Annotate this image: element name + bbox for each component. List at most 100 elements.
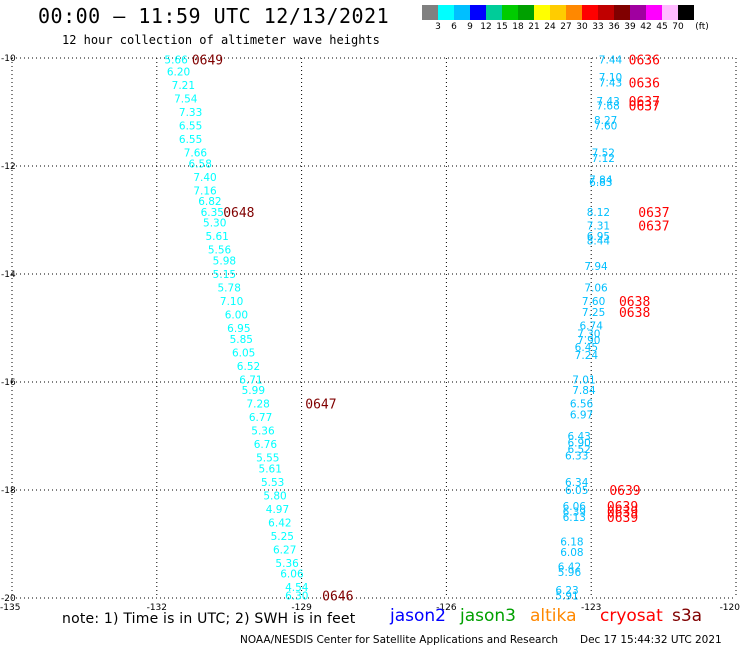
color-swatch — [678, 5, 694, 20]
color-swatch — [438, 5, 454, 20]
swh-value: 6.05 — [565, 485, 588, 497]
swh-value: 7.30 — [577, 328, 600, 340]
swh-value: 5.53 — [261, 477, 284, 489]
color-swatch — [502, 5, 518, 20]
color-scale-label: 39 — [624, 22, 636, 32]
time-label: 0639 — [609, 484, 640, 499]
color-swatch — [486, 5, 502, 20]
map-subtitle: 12 hour collection of altimeter wave hei… — [62, 33, 380, 47]
swh-value: 4.54 — [285, 582, 309, 594]
time-label: 0637 — [638, 206, 669, 221]
lat-tick-label: -16 — [1, 378, 16, 388]
swh-value: 7.60 — [582, 296, 605, 308]
swh-value: 7.01 — [572, 374, 595, 386]
swh-value: 5.30 — [203, 218, 226, 230]
swh-value: 7.06 — [584, 283, 608, 295]
swh-value: 6.71 — [239, 374, 262, 386]
swh-value: 5.56 — [208, 245, 232, 257]
swh-value: 6.06 — [280, 569, 304, 581]
color-scale-label: 24 — [544, 22, 556, 32]
color-scale-label: 27 — [560, 22, 572, 32]
time-labels: 0649064806470646063606360637063706370637… — [192, 54, 670, 605]
lon-tick-label: -120 — [720, 603, 740, 613]
swh-value: 6.23 — [555, 585, 578, 597]
time-label: 0647 — [305, 398, 336, 413]
swh-value: 5.66 — [164, 55, 188, 67]
time-label: 0648 — [223, 206, 254, 221]
swh-labels: 5.666.207.21 7.547.33 6.556.55 7.666.58 7.40… — [164, 55, 622, 603]
swh-value: 8.27 — [594, 115, 617, 127]
color-swatch — [598, 5, 614, 20]
swh-value: 7.84 — [572, 385, 596, 397]
color-scale-unit: (ft) — [695, 22, 709, 32]
swh-value: 8.44 — [587, 236, 611, 248]
time-label: 0639 — [607, 506, 638, 521]
swh-value: 6.08 — [560, 547, 583, 559]
color-swatch — [630, 5, 646, 20]
swh-value: 6.83 — [589, 177, 612, 189]
time-label: 0637 — [629, 100, 660, 115]
swh-value: 6.06 — [563, 501, 587, 513]
swh-value: 6.55 — [179, 121, 202, 133]
swh-value: 8.12 — [587, 207, 610, 219]
swh-value: 5.98 — [213, 256, 236, 268]
color-swatch — [550, 5, 566, 20]
color-scale-label: 30 — [576, 22, 588, 32]
satellite-legend-s3a: s3a — [672, 606, 703, 626]
swh-value: 5.96 — [558, 567, 582, 579]
color-scale-label: 42 — [640, 22, 652, 32]
swh-value: 7.90 — [577, 335, 600, 347]
swh-value: 6.33 — [565, 450, 588, 462]
time-label: 0638 — [619, 295, 650, 310]
swh-value: 7.21 — [172, 80, 195, 92]
swh-value: 5.61 — [259, 463, 282, 475]
swh-value: 7.94 — [584, 261, 608, 273]
swh-value: 6.52 — [237, 361, 260, 373]
swh-value: 7.54 — [174, 94, 198, 106]
swh-value: 6.55 — [179, 134, 202, 146]
swh-value: 7.24 — [575, 350, 599, 362]
swh-value: 6.27 — [273, 544, 296, 556]
swh-value: 6.42 — [558, 562, 581, 574]
time-label: 0637 — [629, 95, 660, 110]
color-scale-label: 45 — [656, 22, 668, 32]
swh-value: 7.66 — [184, 148, 208, 160]
swh-value: 7.43 — [599, 77, 622, 89]
time-label: 0639 — [607, 500, 638, 515]
lat-tick-label: -12 — [1, 162, 16, 172]
color-scale-label: 70 — [672, 22, 684, 32]
swh-value: 5.80 — [263, 490, 286, 502]
lat-tick-label: -10 — [1, 54, 16, 64]
swh-value: 7.33 — [179, 107, 202, 119]
color-swatch — [534, 5, 550, 20]
swh-value: 6.95 — [587, 231, 610, 243]
swh-value: 7.43 — [596, 96, 619, 108]
color-swatch — [470, 5, 486, 20]
swh-value: 7.31 — [587, 220, 610, 232]
color-scale — [422, 5, 694, 20]
color-swatch — [662, 5, 678, 20]
swh-value: 7.52 — [592, 148, 615, 160]
lon-tick-label: -135 — [0, 603, 20, 613]
lon-tick-label: -129 — [291, 603, 312, 613]
swh-value: 7.40 — [193, 172, 216, 184]
swh-value: 6.90 — [567, 437, 590, 449]
time-label: 0636 — [629, 76, 660, 91]
swh-value: 5.78 — [218, 283, 241, 295]
swh-value: 6.95 — [227, 323, 250, 335]
swh-value: 6.76 — [254, 439, 278, 451]
swh-value: 7.68 — [596, 101, 619, 113]
lon-tick-label: -132 — [147, 603, 167, 613]
swh-value: 7.44 — [599, 55, 623, 67]
swh-value: 7.84 — [589, 175, 613, 187]
swh-value: 7.60 — [594, 121, 617, 133]
swh-value: 5.36 — [251, 426, 275, 438]
swh-value: 6.05 — [232, 347, 255, 359]
color-swatch — [582, 5, 598, 20]
swh-value: 5.15 — [213, 269, 236, 281]
color-scale-label: 21 — [528, 22, 540, 32]
color-scale-label: 33 — [592, 22, 604, 32]
swh-value: 6.52 — [567, 444, 590, 456]
swh-value: 5.99 — [242, 385, 265, 397]
